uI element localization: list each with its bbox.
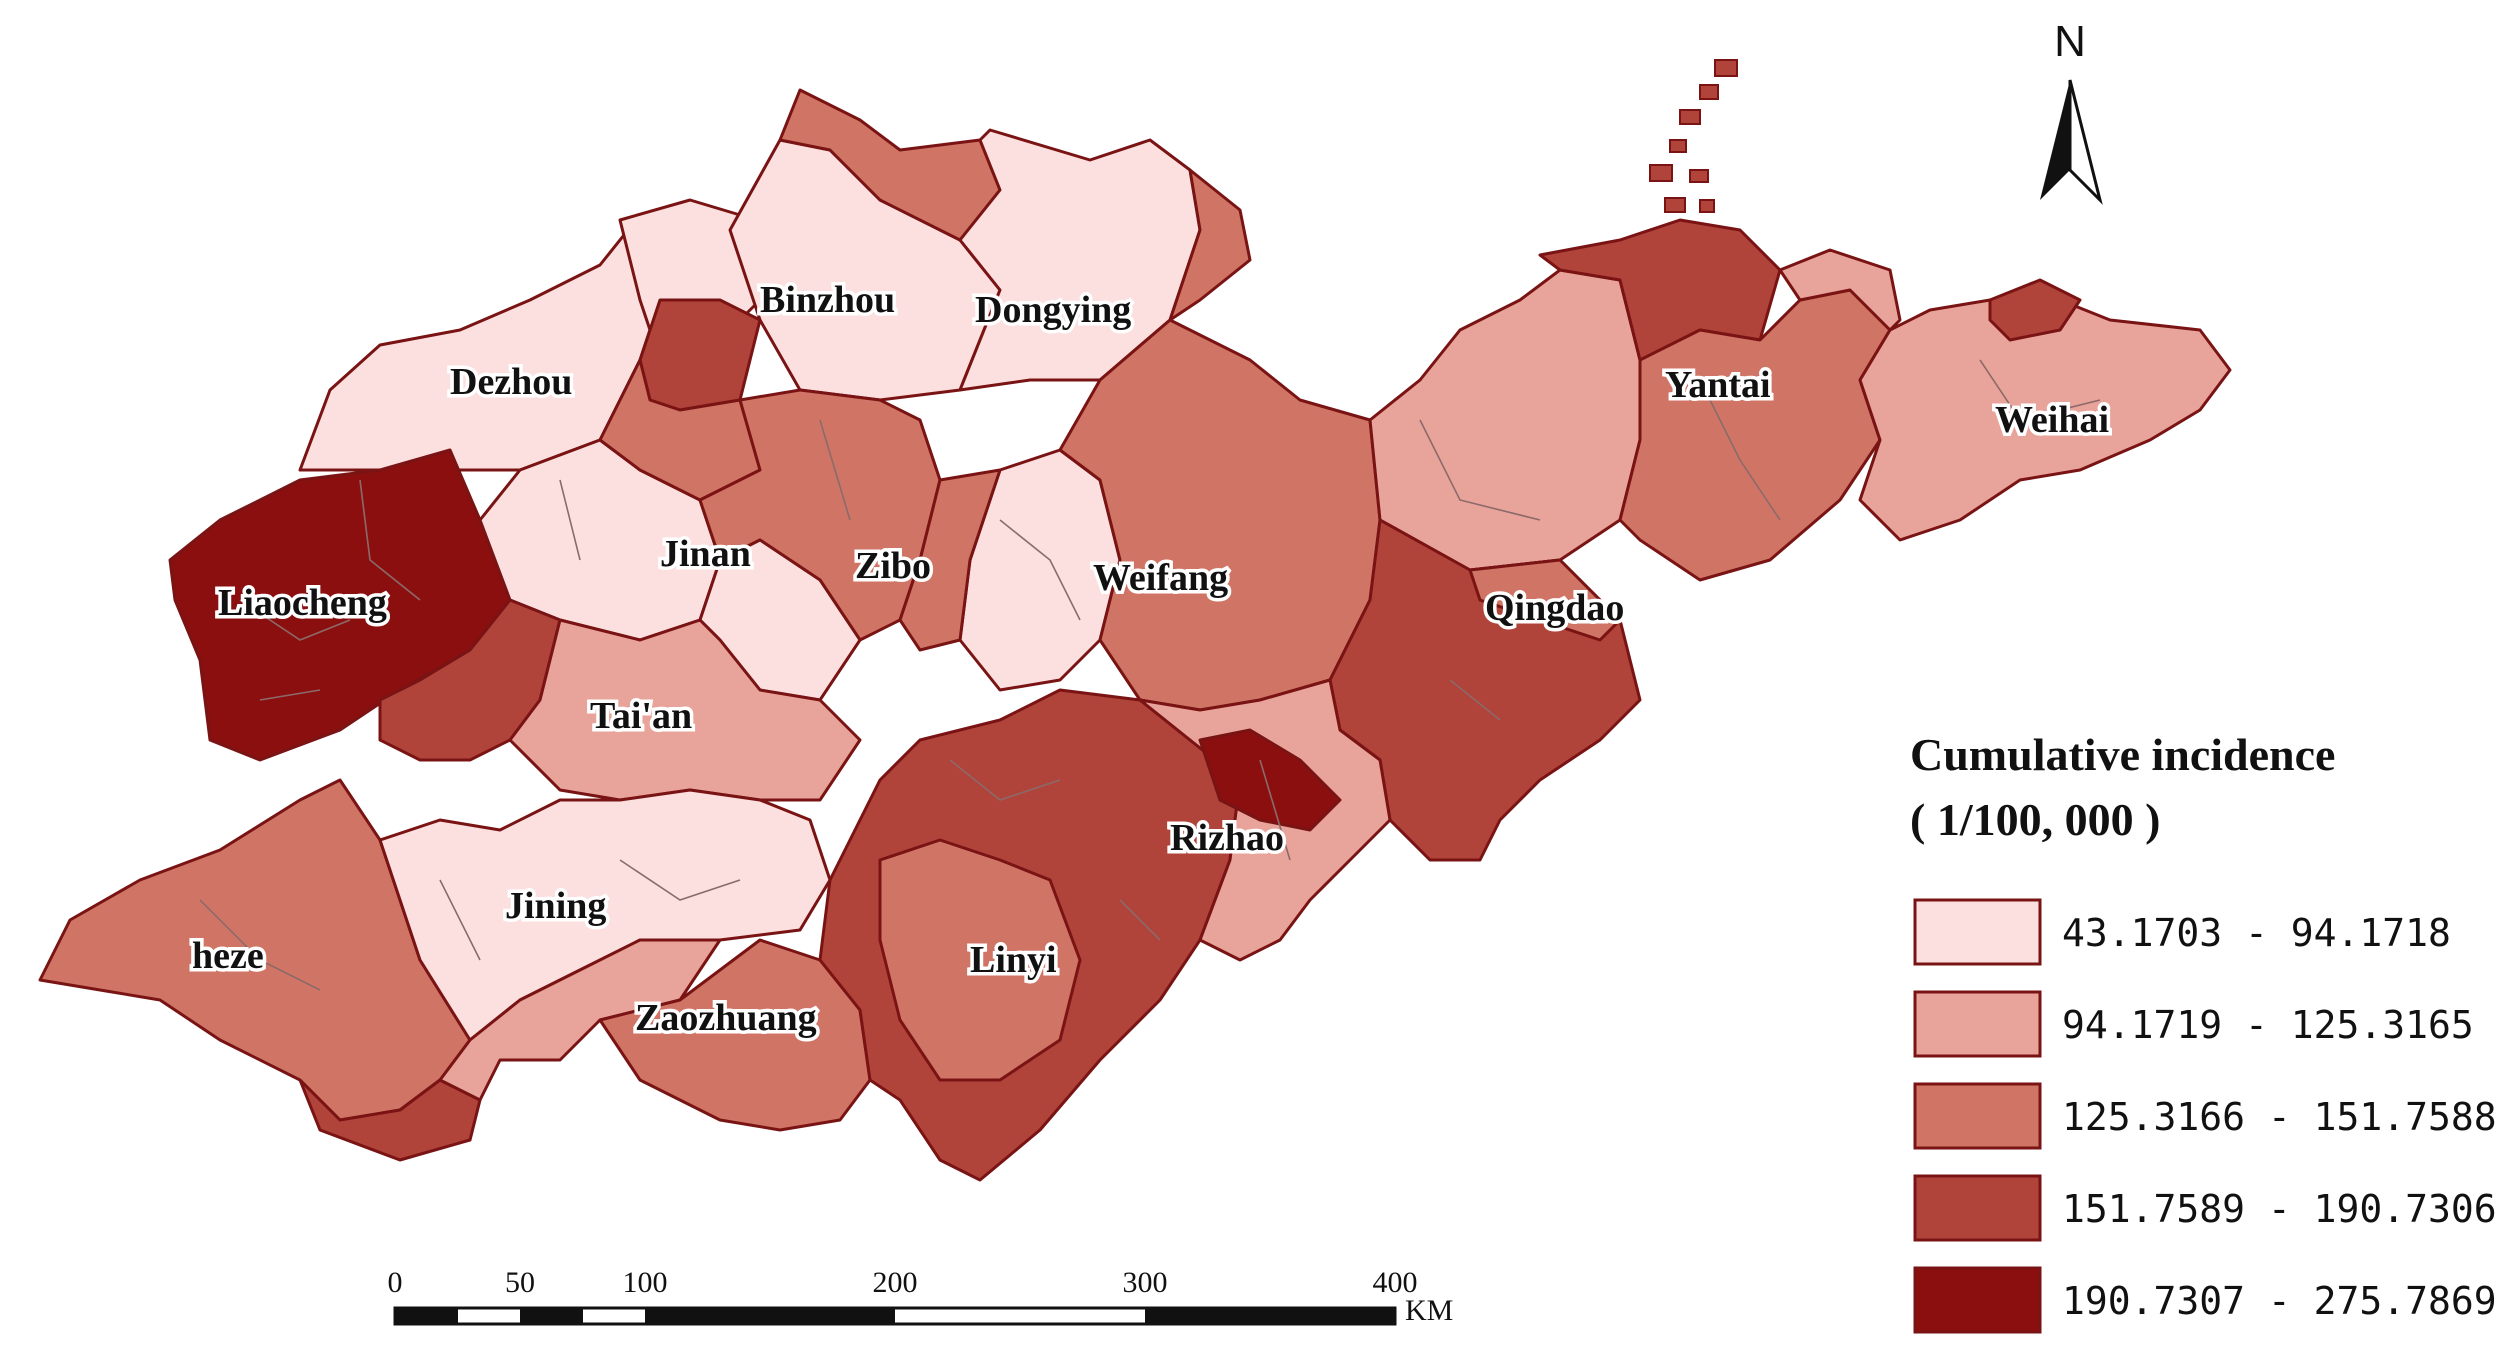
legend-swatch bbox=[1913, 898, 2042, 966]
city-label-jining: Jining bbox=[505, 885, 606, 927]
legend-title-line2: ( 1/100, 000 ) bbox=[1910, 794, 2160, 845]
city-label-jinan: Jinan bbox=[660, 533, 751, 575]
province-map: Binzhou Dongying Dezhou Yantai Weihai Ji… bbox=[38, 59, 2232, 1182]
city-label-rizhao: Rizhao bbox=[1170, 817, 1284, 859]
region-weifang-east bbox=[1058, 318, 1382, 712]
region-zibo bbox=[698, 388, 942, 642]
scale-tick-label: 50 bbox=[505, 1266, 535, 1299]
legend-range-label: 151.7589 - 190.7306 bbox=[2062, 1187, 2497, 1231]
legend-range-label: 94.1719 - 125.3165 bbox=[2062, 1003, 2474, 1047]
region-weifang-west bbox=[898, 468, 1002, 652]
scale-tick-label: 400 bbox=[1373, 1266, 1418, 1299]
city-label-zibo: Zibo bbox=[855, 545, 931, 587]
city-label-dezhou: Dezhou bbox=[450, 361, 572, 403]
legend-swatch bbox=[1913, 1266, 2042, 1334]
legend-title-line1: Cumulative incidence bbox=[1910, 729, 2335, 780]
islands bbox=[1649, 59, 1738, 213]
legend-swatch bbox=[1913, 1174, 2042, 1242]
region-weihai-center bbox=[1988, 278, 2082, 342]
scale-tick-label: 100 bbox=[623, 1266, 668, 1299]
north-arrow: N bbox=[2040, 17, 2103, 205]
city-label-zaozhuang: Zaozhuang bbox=[635, 997, 817, 1039]
scale-bar: 0 50 100 200 300 400 KM bbox=[388, 1266, 1454, 1327]
region-binzhou-west bbox=[638, 298, 762, 412]
region-yantai-east bbox=[1778, 248, 1902, 332]
region-rizhao-peak bbox=[1198, 728, 1342, 832]
scale-tick-label: 0 bbox=[388, 1266, 403, 1299]
city-label-linyi: Linyi bbox=[970, 939, 1057, 981]
region-jining bbox=[378, 788, 832, 1042]
north-arrow-icon bbox=[2040, 80, 2070, 200]
region-dongying-east bbox=[1168, 168, 1252, 322]
county-boundaries bbox=[199, 359, 2101, 991]
city-label-weihai: Weihai bbox=[1995, 399, 2109, 441]
legend-items: 43.1703 - 94.1718 94.1719 - 125.3165 125.3… bbox=[1913, 898, 2497, 1334]
legend-swatch bbox=[1913, 1082, 2042, 1150]
city-label-dongying: Dongying bbox=[975, 289, 1131, 331]
city-label-weifang: Weifang bbox=[1093, 557, 1228, 599]
region-linyi-center bbox=[878, 838, 1082, 1082]
city-label-heze: heze bbox=[192, 935, 264, 977]
city-label-liaocheng: Liaocheng bbox=[218, 582, 387, 624]
north-label: N bbox=[2054, 17, 2086, 66]
scale-unit: KM bbox=[1405, 1294, 1453, 1327]
city-label-taian: Tai'an bbox=[590, 695, 692, 737]
region-qingdao-north bbox=[1468, 558, 1622, 642]
legend-range-label: 43.1703 - 94.1718 bbox=[2062, 911, 2451, 955]
scale-tick-label: 300 bbox=[1123, 1266, 1168, 1299]
legend-range-label: 125.3166 - 151.7588 bbox=[2062, 1095, 2497, 1139]
scale-tick-label: 200 bbox=[873, 1266, 918, 1299]
city-label-binzhou: Binzhou bbox=[760, 279, 895, 321]
legend-swatch bbox=[1913, 990, 2042, 1058]
legend: Cumulative incidence ( 1/100, 000 ) 43.1… bbox=[1910, 729, 2497, 1334]
city-label-qingdao: Qingdao bbox=[1485, 587, 1624, 629]
city-label-yantai: Yantai bbox=[1665, 364, 1771, 406]
legend-range-label: 190.7307 - 275.7869 bbox=[2062, 1279, 2497, 1323]
region-zaozhuang bbox=[598, 938, 872, 1132]
region-yantai-west bbox=[1368, 268, 1642, 572]
